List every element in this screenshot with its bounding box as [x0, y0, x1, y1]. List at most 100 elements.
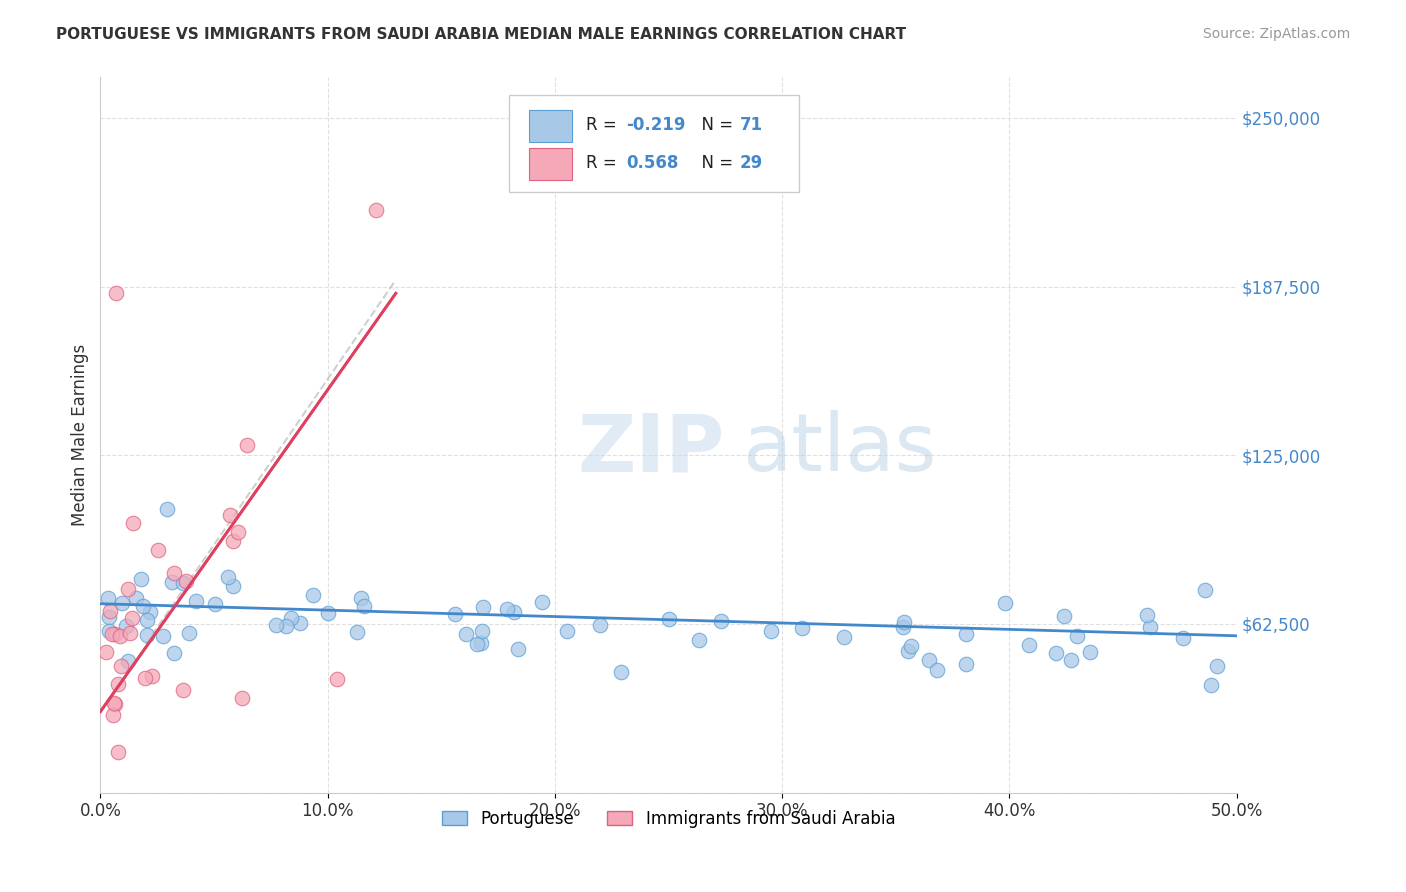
Text: atlas: atlas [742, 410, 936, 488]
Point [120, 625, 142, 640]
Point [131, 572, 153, 586]
Point [98, 624, 121, 639]
Point [231, 691, 253, 706]
Point [110, 659, 132, 673]
Point [226, 524, 249, 539]
Point [495, 602, 517, 616]
Point [1060, 653, 1083, 667]
Point [98, 604, 121, 618]
Point [117, 582, 139, 597]
Point [104, 286, 127, 301]
Text: -0.219: -0.219 [627, 116, 686, 135]
Point [136, 628, 159, 642]
Point [141, 669, 163, 683]
Point [955, 657, 977, 671]
Point [96, 645, 118, 659]
Point [117, 654, 139, 668]
Point [179, 626, 201, 640]
Legend: Portuguese, Immigrants from Saudi Arabia: Portuguese, Immigrants from Saudi Arabia [434, 803, 901, 834]
Point [184, 594, 207, 608]
Point [1139, 619, 1161, 633]
Text: PORTUGUESE VS IMMIGRANTS FROM SAUDI ARABIA MEDIAN MALE EARNINGS CORRELATION CHAR: PORTUGUESE VS IMMIGRANTS FROM SAUDI ARAB… [56, 27, 907, 42]
Text: R =: R = [585, 154, 621, 172]
Point [891, 620, 914, 634]
Point [172, 576, 194, 591]
Point [221, 534, 243, 549]
Point [893, 615, 915, 629]
Point [101, 627, 124, 641]
Text: ZIP: ZIP [578, 410, 725, 488]
Point [443, 607, 465, 621]
Point [454, 627, 477, 641]
Point [346, 624, 368, 639]
Point [1078, 645, 1101, 659]
Point [531, 595, 554, 609]
Point [470, 636, 492, 650]
Point [688, 632, 710, 647]
Point [97, 591, 120, 605]
Text: 0.568: 0.568 [627, 154, 679, 172]
Text: N =: N = [692, 116, 738, 135]
Point [108, 629, 131, 643]
Point [1201, 678, 1223, 692]
Point [710, 614, 733, 628]
Point [134, 671, 156, 685]
Point [589, 617, 612, 632]
Point [107, 745, 129, 759]
Point [135, 613, 157, 627]
Point [174, 574, 197, 589]
Point [115, 619, 138, 633]
Point [104, 626, 127, 640]
Point [1053, 608, 1076, 623]
Text: Source: ZipAtlas.com: Source: ZipAtlas.com [1202, 27, 1350, 41]
Point [1018, 638, 1040, 652]
Point [1066, 629, 1088, 643]
Point [316, 606, 339, 620]
Point [918, 653, 941, 667]
Point [897, 643, 920, 657]
Point [110, 596, 132, 610]
Point [302, 588, 325, 602]
Point [107, 676, 129, 690]
Point [555, 624, 578, 639]
Point [222, 579, 245, 593]
Point [472, 599, 495, 614]
Point [236, 438, 259, 452]
Point [160, 575, 183, 590]
Point [1045, 646, 1067, 660]
Point [156, 502, 179, 516]
Text: 29: 29 [740, 154, 763, 172]
Point [925, 663, 948, 677]
FancyBboxPatch shape [509, 95, 799, 192]
Point [122, 516, 145, 530]
Point [98, 610, 121, 624]
Point [1173, 631, 1195, 645]
Point [503, 605, 526, 619]
Y-axis label: Median Male Earnings: Median Male Earnings [72, 344, 89, 526]
Point [104, 697, 127, 711]
Point [900, 639, 922, 653]
Point [364, 203, 387, 218]
Point [759, 624, 782, 638]
Point [219, 508, 242, 523]
Text: 71: 71 [740, 116, 763, 135]
Point [349, 591, 371, 606]
Point [163, 646, 186, 660]
Point [506, 642, 529, 657]
Point [218, 570, 240, 584]
Point [139, 605, 162, 619]
Point [326, 673, 349, 687]
Point [101, 707, 124, 722]
Point [609, 665, 631, 679]
Point [121, 611, 143, 625]
Point [131, 599, 153, 613]
Point [1205, 659, 1227, 673]
Point [152, 629, 174, 643]
Point [163, 566, 186, 580]
Point [1194, 583, 1216, 598]
Point [832, 630, 855, 644]
Point [1135, 607, 1157, 622]
Point [471, 624, 494, 638]
Point [353, 599, 375, 613]
Point [276, 618, 298, 632]
